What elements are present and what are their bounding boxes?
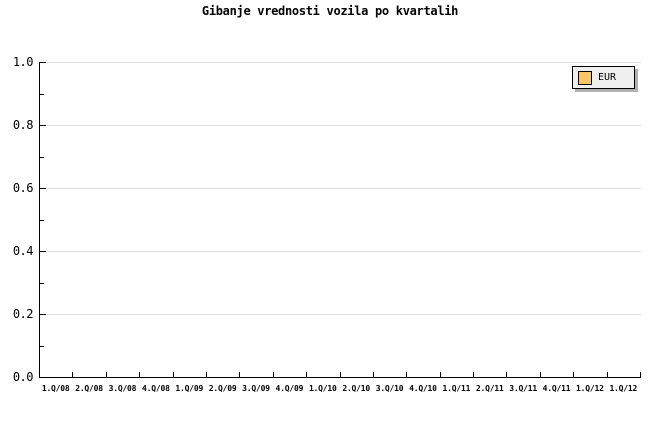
y-major-tick — [40, 188, 46, 189]
x-tick-label: 1.Q/12 — [576, 384, 604, 393]
x-tick — [640, 372, 641, 377]
legend-series-label: EUR — [598, 72, 617, 83]
x-tick — [607, 372, 608, 377]
y-minor-tick — [40, 346, 44, 347]
x-tick — [440, 372, 441, 377]
x-tick — [573, 372, 574, 377]
y-major-tick — [40, 62, 46, 63]
y-gridline — [40, 314, 641, 315]
x-tick — [173, 372, 174, 377]
y-tick-label: 1.0 — [12, 55, 34, 69]
x-tick-label: 2.Q/09 — [208, 384, 237, 393]
legend-series-swatch — [578, 70, 592, 85]
y-minor-tick — [40, 157, 44, 158]
x-tick — [540, 372, 541, 377]
x-tick — [206, 372, 207, 377]
x-tick — [273, 372, 274, 377]
y-minor-tick — [40, 220, 44, 221]
y-tick-label: 0.4 — [12, 244, 34, 258]
x-tick-label: 4.Q/10 — [409, 384, 437, 393]
y-gridline — [40, 62, 641, 63]
x-tick-label: 2.Q/08 — [75, 384, 103, 393]
y-major-tick — [40, 125, 46, 126]
x-tick — [239, 372, 240, 377]
x-tick-label: 1.Q/12 — [609, 384, 638, 393]
x-tick — [139, 372, 140, 377]
x-tick-label: 4.Q/08 — [141, 384, 170, 393]
y-tick-label: 0.0 — [12, 370, 34, 384]
x-tick-label: 2.Q/10 — [342, 384, 371, 393]
x-tick-label: 1.Q/08 — [41, 384, 70, 393]
x-tick — [373, 372, 374, 377]
x-tick — [306, 372, 307, 377]
y-major-tick — [40, 251, 46, 252]
y-gridline — [40, 251, 641, 252]
x-tick — [473, 372, 474, 377]
x-tick-label: 1.Q/09 — [175, 384, 204, 393]
x-tick-label: 4.Q/11 — [542, 384, 571, 393]
x-tick-label: 3.Q/08 — [108, 384, 137, 393]
x-tick-label: 1.Q/10 — [308, 384, 337, 393]
x-tick — [506, 372, 507, 377]
y-tick-label: 0.8 — [12, 118, 34, 132]
y-gridline — [40, 125, 641, 126]
x-tick — [340, 372, 341, 377]
y-minor-tick — [40, 283, 44, 284]
x-tick-label: 2.Q/11 — [475, 384, 504, 393]
y-major-tick — [40, 377, 46, 378]
y-tick-label: 0.6 — [12, 181, 34, 195]
y-minor-tick — [40, 94, 44, 95]
x-axis-line — [39, 377, 641, 378]
x-tick — [72, 372, 73, 377]
y-major-tick — [40, 314, 46, 315]
x-tick — [406, 372, 407, 377]
y-gridline — [40, 188, 641, 189]
x-tick-label: 3.Q/09 — [242, 384, 270, 393]
x-tick-label: 3.Q/11 — [509, 384, 537, 393]
x-tick — [106, 372, 107, 377]
y-tick-label: 0.2 — [12, 307, 34, 321]
legend-box: EUR — [572, 66, 635, 89]
chart-title: Gibanje vrednosti vozila po kvartalih — [201, 4, 459, 18]
y-axis-line — [39, 62, 40, 378]
x-tick-label: 1.Q/11 — [442, 384, 471, 393]
x-tick-label: 4.Q/09 — [275, 384, 304, 393]
x-tick-label: 3.Q/10 — [375, 384, 404, 393]
